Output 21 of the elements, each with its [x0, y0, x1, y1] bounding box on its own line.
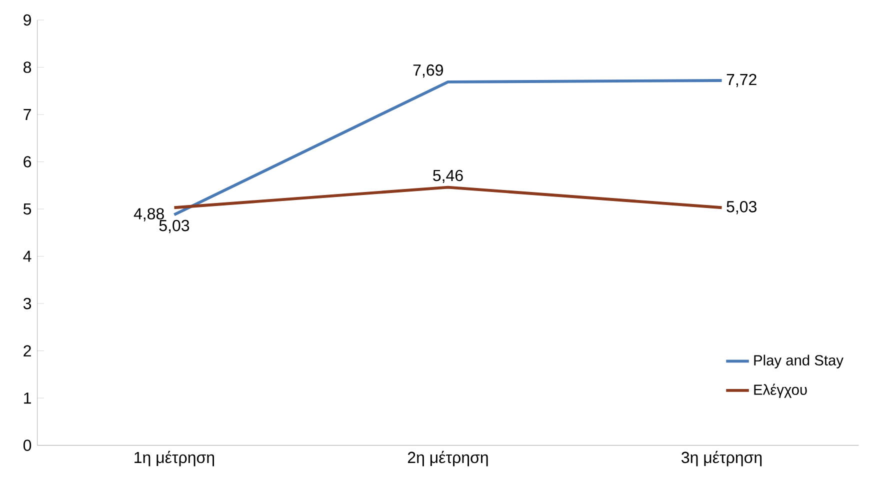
- data-label: 7,72: [726, 74, 756, 88]
- legend-label: Ελέγχου: [754, 384, 807, 398]
- x-tick-label: 2η μέτρηση: [408, 450, 488, 466]
- y-tick-label: 7: [24, 109, 31, 120]
- data-label: 5,46: [433, 170, 463, 184]
- legend-label: Play and Stay: [754, 354, 844, 368]
- y-tick-label: 2: [24, 345, 31, 356]
- y-tick-label: 6: [24, 156, 32, 168]
- data-label: 7,69: [413, 64, 443, 78]
- x-tick-label: 1η μέτρηση: [134, 450, 214, 466]
- y-tick-label: 1: [24, 392, 31, 404]
- data-label: 4,88: [134, 208, 164, 222]
- data-label: 5,03: [159, 220, 190, 234]
- y-tick-label: 8: [24, 62, 32, 73]
- y-tick-label: 5: [23, 203, 32, 215]
- y-tick-label: 9: [24, 14, 31, 26]
- y-tick-label: 3: [23, 298, 32, 310]
- x-tick-label: 3η μέτρηση: [682, 450, 762, 466]
- data-label: 5,03: [726, 201, 756, 214]
- y-tick-label: 0: [23, 440, 32, 451]
- y-tick-label: 4: [23, 250, 32, 262]
